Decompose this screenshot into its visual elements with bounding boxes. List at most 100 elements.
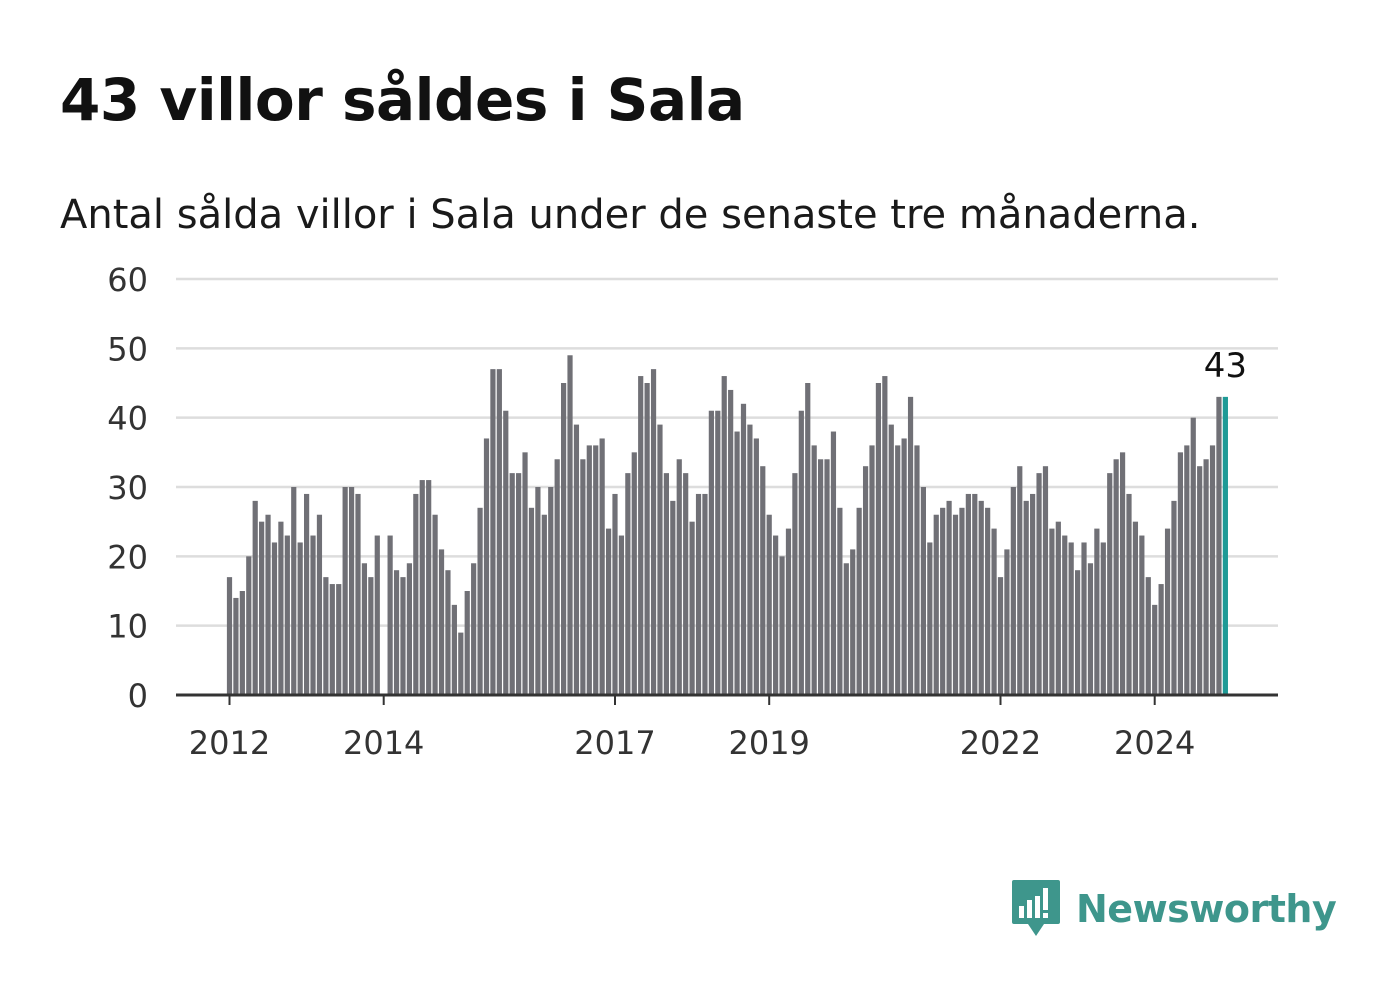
bar [1209,445,1216,695]
y-tick-label: 30 [107,469,148,507]
bar [753,438,759,695]
bar [760,466,766,695]
bar [593,445,599,695]
bar [843,563,849,695]
bar [496,369,502,695]
bar [458,632,464,695]
bar [599,438,605,695]
newsworthy-chart-bubble-icon [1012,880,1060,936]
chart-subtitle: Antal sålda villor i Sala under de senas… [60,192,1201,238]
x-axis: 2012 2014 2017 2019 2022 2024 [176,693,1278,762]
bar [766,514,772,695]
bar [226,577,233,695]
bar [1171,500,1177,695]
bar [259,521,265,695]
bar [278,521,284,695]
x-tick-label: 2014 [343,724,424,762]
bar [997,577,1004,695]
bar [869,445,875,695]
bar [348,487,355,695]
bar [1164,528,1171,695]
newsworthy-logo: Newsworthy [1010,878,1337,940]
bar [689,521,695,695]
bar [1177,452,1183,695]
bar [676,459,682,695]
bar [792,473,798,695]
bar [670,500,676,695]
bar [959,507,965,695]
bar [1030,493,1036,695]
bar [1119,452,1126,695]
bar [901,438,907,695]
bar [1158,584,1164,695]
bar [393,570,400,695]
bar [252,500,258,695]
y-tick-label: 60 [107,261,148,299]
x-tick-label: 2012 [189,724,270,762]
bar [342,487,348,695]
highlight-value-label: 43 [1204,346,1247,386]
bar [631,452,637,695]
bar [773,535,779,695]
bar [1203,459,1209,695]
bar [516,473,522,695]
bar [387,535,393,695]
bar [554,459,560,695]
bar [1184,445,1190,695]
bar [708,410,714,695]
bar [1004,549,1010,695]
bar [541,514,547,695]
bar [644,383,650,695]
bar [1216,396,1222,695]
bar [561,383,567,695]
bar [785,528,792,695]
bar [509,473,515,695]
bar [818,459,824,695]
bar [907,396,914,695]
bar [850,549,856,695]
bar [1190,417,1196,695]
bar [728,389,734,695]
bar [638,376,644,695]
bar [413,493,419,695]
bar [779,556,785,695]
bar [798,410,804,695]
bar [406,563,412,695]
bar [522,452,528,695]
bar [233,597,239,695]
bar [663,473,669,695]
bar [882,376,888,695]
bar [329,584,335,695]
bar [805,383,811,695]
gridlines [176,277,1278,627]
bar [740,403,747,695]
bar [374,535,380,695]
bar [895,445,901,695]
bar [695,493,702,695]
bar [586,445,592,695]
bar [1094,528,1100,695]
bar [426,480,432,695]
x-tick-label: 2017 [574,724,655,762]
bar [830,431,837,695]
bar [837,507,843,695]
bar [483,438,490,695]
bar [419,480,425,695]
bar [400,577,406,695]
bar [991,528,997,695]
bar [316,514,323,695]
bar [618,535,625,695]
bar [246,556,252,695]
bar [657,424,663,695]
bar [978,500,984,695]
bar [432,514,438,695]
bar [1042,466,1049,695]
bar [702,493,708,695]
bar [271,542,278,695]
bar [573,424,580,695]
bar [1081,542,1087,695]
bar [811,445,817,695]
bar [946,500,952,695]
bar [580,459,586,695]
